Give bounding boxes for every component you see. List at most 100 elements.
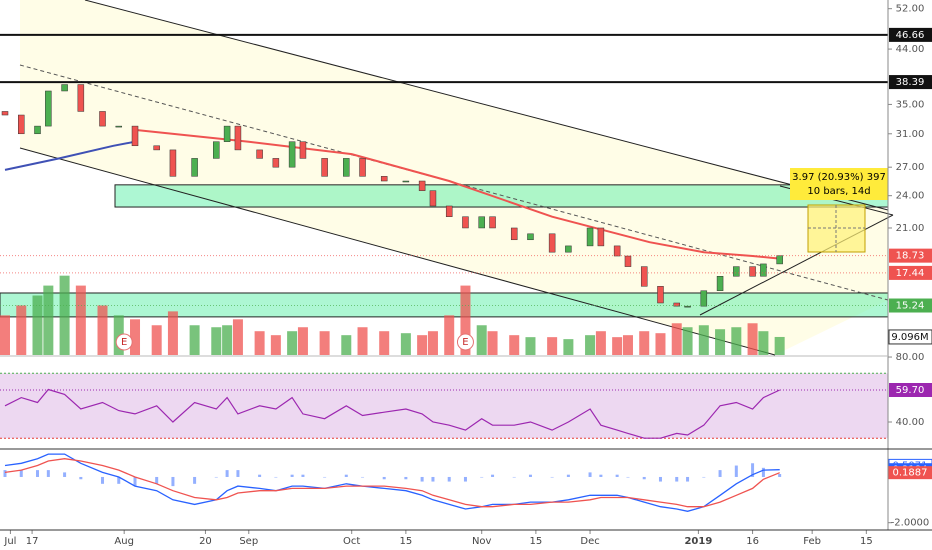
volume-bar bbox=[655, 333, 666, 355]
candle bbox=[418, 180, 426, 191]
level-label-bg bbox=[889, 27, 932, 42]
level-label: 38.39 bbox=[896, 77, 925, 88]
macd-hist bbox=[761, 467, 765, 477]
x-tick-label: Dec bbox=[580, 536, 599, 547]
candle bbox=[613, 245, 621, 257]
price-label-bg bbox=[889, 248, 932, 263]
volume-bar bbox=[341, 335, 352, 355]
volume-bar bbox=[16, 305, 27, 355]
volume-bar bbox=[622, 335, 633, 355]
macd-hist bbox=[599, 474, 603, 477]
x-tick-label: 2019 bbox=[684, 536, 712, 547]
channel-bottom bbox=[19, 147, 776, 356]
volume-bar bbox=[585, 335, 596, 355]
volume-bar bbox=[379, 331, 390, 355]
macd-hist bbox=[101, 476, 105, 484]
macd-hist bbox=[214, 476, 218, 478]
macd-hist bbox=[658, 476, 662, 482]
macd-hist bbox=[778, 474, 782, 477]
macd-hist bbox=[236, 470, 240, 477]
volume-bar bbox=[189, 325, 200, 355]
candle bbox=[733, 266, 740, 277]
macd-hist bbox=[447, 476, 451, 482]
candle bbox=[429, 190, 437, 207]
volume-bar bbox=[563, 339, 574, 355]
volume-bar bbox=[427, 331, 438, 355]
candle bbox=[548, 233, 556, 253]
y-tick-label: 21.00 bbox=[896, 223, 925, 234]
candle bbox=[45, 90, 52, 127]
volume-bar bbox=[758, 331, 769, 355]
x-tick-label: Nov bbox=[472, 536, 492, 547]
volume-bar bbox=[444, 315, 455, 355]
volume-bar bbox=[715, 329, 726, 355]
candle bbox=[299, 141, 307, 159]
candle bbox=[256, 149, 263, 159]
candle bbox=[565, 245, 572, 253]
candle bbox=[213, 141, 220, 159]
moving-average bbox=[134, 128, 780, 260]
volume-bar bbox=[731, 327, 742, 355]
volume-bar bbox=[400, 333, 411, 355]
candle bbox=[359, 158, 366, 177]
candle bbox=[61, 84, 68, 92]
x-tick-label: Sep bbox=[239, 536, 258, 547]
volume-label: 9.096M bbox=[891, 332, 928, 343]
volume-bar bbox=[43, 285, 54, 355]
macd-hist bbox=[431, 476, 435, 482]
candle bbox=[77, 84, 85, 112]
volume-bar bbox=[747, 323, 758, 355]
macd-hist bbox=[46, 470, 50, 477]
channel-fill bbox=[20, 0, 888, 355]
candle bbox=[489, 216, 496, 229]
candle bbox=[153, 145, 160, 151]
macd-hist bbox=[734, 465, 738, 477]
x-tick-label: Oct bbox=[343, 536, 360, 547]
x-tick-label: 15 bbox=[400, 536, 413, 547]
macd-hist bbox=[550, 476, 554, 478]
candle bbox=[169, 149, 177, 177]
macd-hist bbox=[480, 476, 484, 478]
macd-label-bg bbox=[888, 466, 932, 480]
earnings-label: E bbox=[462, 337, 468, 348]
candle bbox=[99, 111, 106, 127]
earnings-marker bbox=[115, 333, 133, 351]
x-tick-label: Aug bbox=[114, 536, 134, 547]
macd-hist bbox=[361, 476, 365, 478]
volume-label-bg bbox=[888, 329, 932, 345]
candle bbox=[586, 227, 594, 247]
macd-signal bbox=[4, 458, 780, 508]
macd-hist bbox=[301, 474, 305, 477]
volume-bar bbox=[671, 323, 682, 355]
y-tick-label: 27.00 bbox=[896, 162, 925, 173]
volume-bar bbox=[254, 331, 265, 355]
price-label-bg bbox=[889, 265, 932, 280]
volume-bar bbox=[151, 325, 162, 355]
candle bbox=[776, 255, 783, 265]
rsi-band bbox=[0, 373, 888, 439]
moving-average bbox=[4, 140, 136, 171]
candle bbox=[321, 158, 328, 177]
y-tick-label: 24.00 bbox=[896, 191, 925, 202]
volume-bar bbox=[417, 335, 428, 355]
macd-hist bbox=[171, 476, 175, 487]
candle bbox=[288, 141, 296, 168]
x-tick-label: Feb bbox=[803, 536, 821, 547]
y-tick-label: 40.00 bbox=[896, 417, 925, 428]
volume-bar bbox=[287, 331, 298, 355]
volume-bar bbox=[682, 327, 693, 355]
macd-hist bbox=[258, 474, 262, 477]
candle bbox=[223, 125, 231, 142]
volume-bar bbox=[297, 327, 308, 355]
rsi-line bbox=[4, 388, 780, 439]
macd-hist bbox=[344, 474, 348, 477]
volume-bar bbox=[525, 337, 536, 355]
volume-bar bbox=[547, 337, 558, 355]
candle bbox=[640, 266, 648, 287]
earnings-label: E bbox=[121, 337, 127, 348]
candle bbox=[527, 233, 534, 241]
candle bbox=[700, 290, 708, 307]
candle bbox=[760, 263, 767, 277]
macd-hist bbox=[3, 470, 7, 477]
